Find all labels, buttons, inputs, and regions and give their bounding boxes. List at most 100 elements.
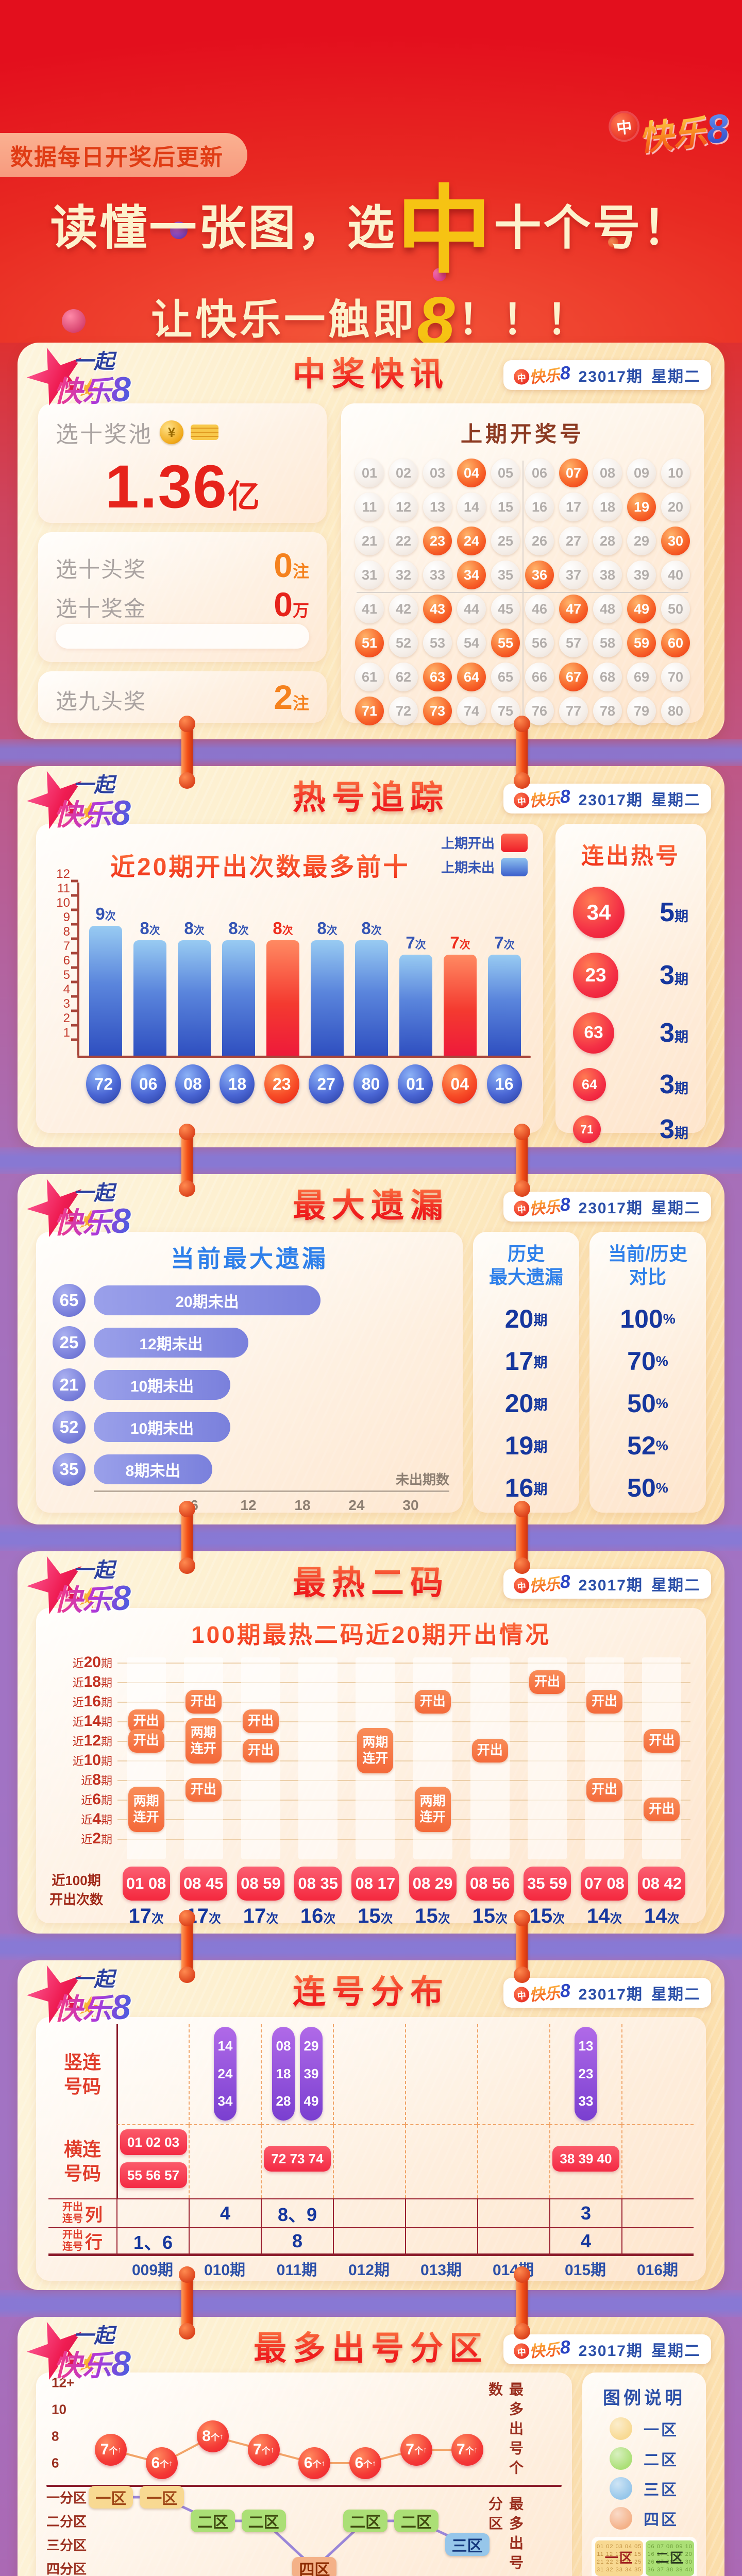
legend-label: 一区 — [644, 2422, 679, 2439]
bar — [399, 955, 432, 1056]
legend-label: 上期开出 — [441, 836, 495, 851]
number-ball: 39 — [627, 561, 656, 589]
drawn-ball: 19 — [627, 493, 656, 521]
bar-value: 7次 — [494, 933, 515, 952]
number-ball: 53 — [423, 629, 452, 657]
pin-icon — [516, 1505, 528, 1570]
drawn-ball: 04 — [457, 459, 486, 487]
issue-number: 23017期 — [578, 368, 643, 385]
pair-count: 15次 — [415, 1905, 450, 1927]
cold-ball: 27 — [309, 1064, 344, 1104]
kuaile-text: 快乐 — [636, 112, 709, 158]
omission-bar: 10期未出 — [94, 1370, 230, 1400]
section-header: 一起 快乐8 最热二码 中快乐 8 23017期 星期二 — [18, 1551, 724, 1604]
hero-title-pre: 读懂一张图，选 — [50, 202, 397, 255]
separator-band — [0, 1914, 742, 1979]
kuaile8-mini-logo: 中快乐 8 — [513, 361, 571, 388]
streak-number: 71 — [573, 1115, 601, 1143]
column-strip — [642, 1657, 682, 1859]
bar — [266, 940, 299, 1056]
issue-badge: 中快乐 8 23017期 星期二 — [503, 1569, 711, 1599]
omission-number: 25 — [53, 1326, 86, 1359]
bars: 9次 8次 8次 8次 8次 8次 8次 7次 7次 7次 — [79, 883, 531, 1056]
number-ball: 78 — [593, 697, 622, 725]
omission-row: 21 10期未出 — [53, 1364, 449, 1406]
pin-icon — [516, 1128, 528, 1193]
pair-column: 08 17 15次 — [351, 1867, 399, 1928]
zone-map-numbers: 31 32 33 34 35 — [597, 2566, 642, 2573]
count-node: 7 个 ↑ — [400, 2434, 432, 2466]
number-ball: 69 — [627, 663, 656, 691]
coin-stack-icon — [191, 425, 218, 440]
number-ball: 42 — [389, 595, 418, 623]
y-tick: 10 — [56, 896, 70, 910]
marker-double: 两期 连开 — [185, 1718, 222, 1764]
number-ball: 40 — [661, 561, 690, 589]
zone-map: 01 02 03 04 05 11 12 13 14 15 21 22 23 24 … — [592, 2537, 697, 2576]
issue-badge: 中快乐 8 23017期 星期二 — [503, 2334, 711, 2364]
plot-cell — [477, 2024, 549, 2125]
y-label: 近6期 — [81, 1791, 112, 1808]
marker-single: 开出 — [586, 1690, 623, 1714]
run-row-value — [189, 2227, 261, 2256]
pin-icon — [181, 1505, 193, 1570]
period-label: 010期 — [204, 2262, 246, 2279]
omission-number: 65 — [53, 1284, 86, 1317]
y-tick: 7 — [63, 939, 70, 953]
plot-cell: 01 02 03 55 56 57 — [116, 2125, 189, 2198]
bar-column: 7次 — [444, 933, 477, 1056]
number-ball: 72 — [389, 697, 418, 725]
plot-cell: 08 18 28 29 39 49 — [261, 2024, 333, 2125]
number-ball: 33 — [423, 561, 452, 589]
cold-ball: 18 — [220, 1064, 255, 1104]
number-ball: 13 — [423, 493, 452, 521]
run-column-value — [621, 2198, 694, 2227]
legend-swatch — [501, 833, 528, 852]
zone-row-label: 一分区 — [46, 2490, 87, 2506]
zone-pill: 一区 — [89, 2486, 133, 2509]
hero-sub-post: ！！！ — [458, 297, 591, 343]
pair-label: 08 17 — [351, 1867, 399, 1901]
y-tick: 12+ — [52, 2375, 75, 2391]
marker-single: 开出 — [185, 1690, 222, 1714]
bar-column: 8次 — [355, 919, 388, 1056]
bar — [178, 940, 211, 1056]
pair-count: 15次 — [529, 1905, 565, 1927]
vertical-run-pill: 08 18 28 — [272, 2027, 295, 2121]
plot-cell: 38 39 40 — [549, 2125, 621, 2198]
number-ball: 08 — [593, 459, 622, 487]
column-strip — [298, 1657, 338, 1859]
zone-pill: 四区 — [292, 2557, 337, 2576]
bar — [355, 940, 388, 1056]
zone-map-numbers: 21 22 23 24 25 — [597, 2558, 642, 2565]
right-axis-label: 最多出号个数 — [487, 2382, 524, 2480]
number-ball: 79 — [627, 697, 656, 725]
legend-swatch — [610, 2447, 632, 2470]
drawn-ball: 51 — [355, 629, 384, 657]
run-column-value — [116, 2198, 189, 2227]
marker-double: 两期 连开 — [128, 1787, 164, 1832]
bar-value: 8次 — [140, 919, 160, 938]
zone-map-block: 01 02 03 04 05 11 12 13 14 15 21 22 23 24 … — [595, 2540, 644, 2576]
drawn-ball: 60 — [661, 629, 690, 657]
separator-band — [0, 2270, 742, 2335]
number-ball: 05 — [491, 459, 520, 487]
streak-item: 23 3期 — [568, 945, 694, 1005]
hero-sub-pre: 让快乐一触即 — [151, 297, 417, 343]
issue-weekday: 星期二 — [651, 368, 701, 385]
cold-ball: 16 — [486, 1064, 522, 1104]
separator-band — [0, 720, 742, 785]
marker-single: 开出 — [242, 1739, 279, 1762]
number-ball: 57 — [559, 629, 588, 657]
bar-value: 9次 — [95, 904, 116, 923]
issue-badge: 中快乐 8 23017期 星期二 — [503, 784, 711, 814]
pair-count: 15次 — [358, 1905, 393, 1927]
number-ball: 27 — [559, 527, 588, 555]
y-label: 近18期 — [72, 1673, 112, 1690]
pin-icon — [181, 720, 193, 785]
omission-bar: 8期未出 — [94, 1454, 212, 1484]
omission-number: 52 — [53, 1411, 86, 1444]
table-label-rows: 开出 连号行 — [48, 2227, 116, 2256]
number-ball: 16 — [525, 493, 554, 521]
legend-title: 图例说明 — [603, 2388, 685, 2408]
